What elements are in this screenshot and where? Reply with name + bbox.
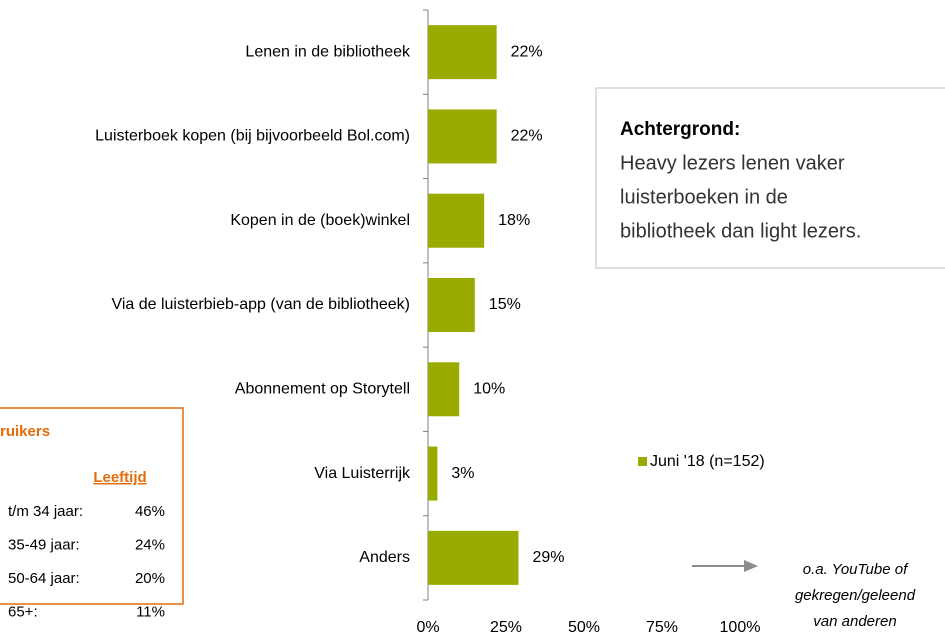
x-tick-label: 50% [568,619,600,635]
background-line: luisterboeken in de [620,186,788,208]
annotation: van anderen [813,613,896,630]
y-tick-label: Lenen in de bibliotheek [245,43,411,60]
info-value: 11% [136,603,165,620]
info-value: 20% [135,570,165,587]
y-tick-label: Abonnement op Storytell [235,381,410,398]
legend-label: Juni '18 (n=152) [650,453,765,470]
info-header: Leeftijd [93,469,146,486]
data-label: 15% [489,296,521,313]
bar [428,109,497,164]
bar [428,193,485,248]
x-tick-label: 75% [646,619,678,635]
data-label: 10% [473,381,505,398]
bar [428,530,519,585]
background-box [595,87,945,269]
data-label: 29% [532,549,564,566]
info-label: t/m 34 jaar: [8,503,83,520]
info-value: 24% [135,536,165,553]
data-label: 18% [498,212,530,229]
annotation: gekregen/geleend [795,587,916,604]
background-title: Achtergrond: [620,119,740,140]
annotation: o.a. YouTube of [803,561,909,578]
data-label: 3% [451,465,474,482]
x-tick-label: 0% [416,619,439,635]
legend-swatch [638,457,647,466]
y-tick-label: Kopen in de (boek)winkel [230,212,410,229]
info-value: 46% [135,503,165,520]
info-title: ruikers [0,423,50,440]
data-label: 22% [511,128,543,145]
x-tick-label: 25% [490,619,522,635]
y-tick-label: Anders [359,549,410,566]
annotation-arrowhead [744,560,758,572]
background-line: bibliotheek dan light lezers. [620,220,861,242]
info-box [0,407,184,605]
x-tick-label: 100% [720,619,761,635]
bar [428,25,497,80]
y-tick-label: Luisterboek kopen (bij bijvoorbeeld Bol.… [95,128,410,145]
data-label: 22% [511,43,543,60]
info-label: 35-49 jaar: [8,536,80,553]
info-label: 65+: [8,603,38,620]
background-line: Heavy lezers lenen vaker [620,152,845,174]
bar [428,278,475,332]
bar [428,446,438,501]
y-tick-label: Via de luisterbieb-app (van de bibliothe… [111,296,410,313]
y-tick-label: Via Luisterrijk [314,465,411,482]
info-label: 50-64 jaar: [8,570,80,587]
bar [428,362,460,417]
